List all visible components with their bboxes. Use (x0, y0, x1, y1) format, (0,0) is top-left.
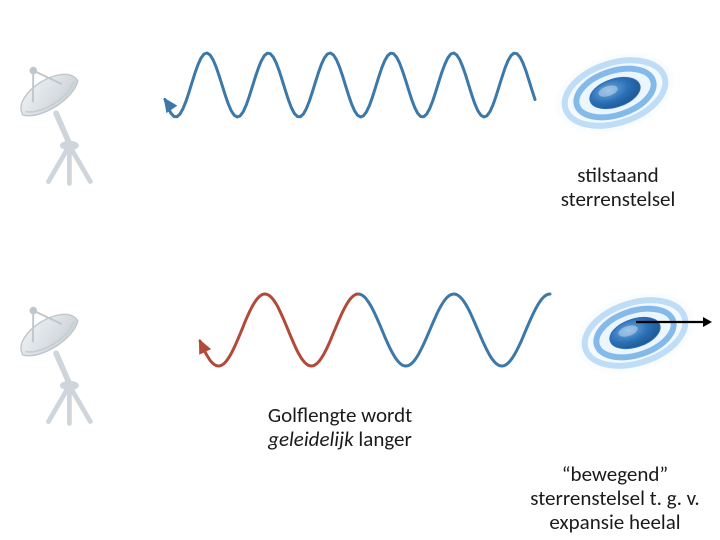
telescope-bottom (4, 290, 90, 423)
galaxy-top (544, 38, 685, 149)
text: sterrenstelsel t. g. v. (530, 485, 699, 511)
graphics-layer (0, 0, 720, 540)
label-stationary-galaxy: stilstaand sterrenstelsel (538, 163, 698, 211)
text: langer (354, 426, 412, 452)
diagram-canvas: stilstaand sterrenstelsel Golflengte wor… (0, 0, 720, 540)
text-italic: geleidelijk (268, 426, 354, 452)
label-moving-galaxy: “bewegend” sterrenstelsel t. g. v. expan… (510, 462, 720, 534)
wave-bottom (199, 294, 550, 366)
galaxy-bottom (564, 278, 705, 389)
label-wavelength: Golflengte wordt geleidelijk langer (230, 403, 450, 451)
text: expansie heelal (549, 509, 680, 535)
text: sterrenstelsel (561, 186, 676, 212)
text: Golflengte wordt (268, 402, 412, 428)
text: stilstaand (577, 162, 658, 188)
wave-top (164, 53, 535, 117)
telescope-top (4, 50, 90, 183)
text: “bewegend” (562, 461, 668, 487)
